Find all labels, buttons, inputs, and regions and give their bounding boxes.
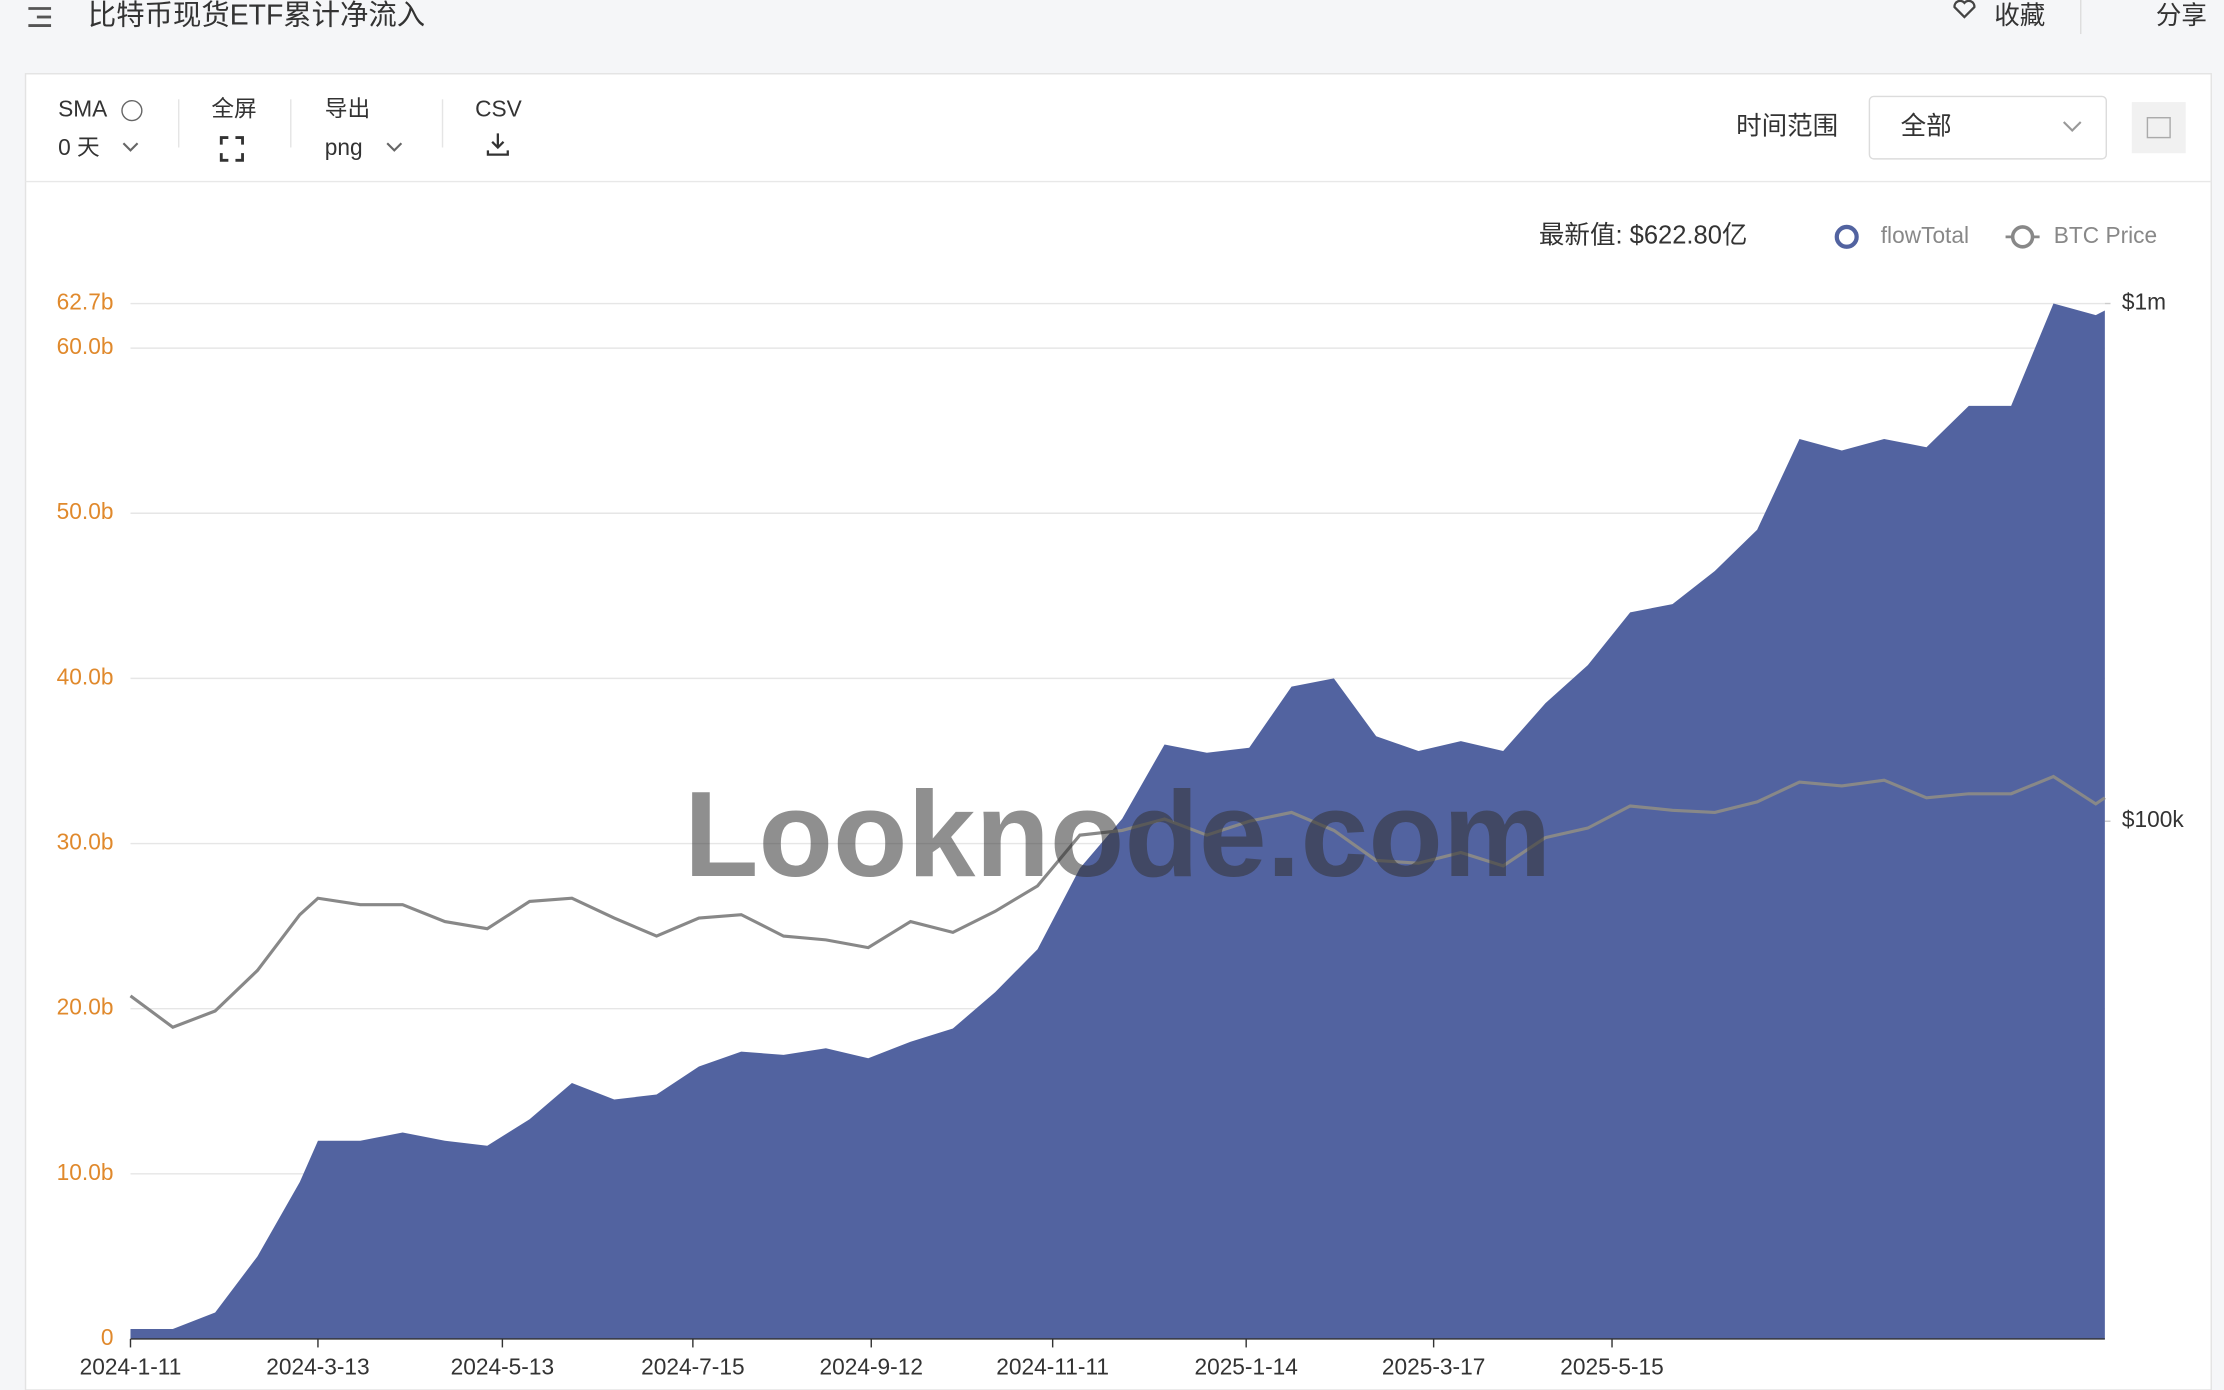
heart-icon[interactable] <box>1953 0 1976 19</box>
x-tick-label: 2024-5-13 <box>451 1354 554 1380</box>
info-icon[interactable] <box>121 99 143 122</box>
legend-marker <box>2010 225 2035 249</box>
legend-marker <box>1834 224 1859 249</box>
calendar-icon <box>2146 117 2171 139</box>
y-tick-label: 50.0b <box>57 498 114 524</box>
x-tick-label: 2024-9-12 <box>820 1354 923 1380</box>
fullscreen-label: 全屏 <box>211 96 256 122</box>
y-tick-label: 62.7b <box>57 289 114 315</box>
sma-select[interactable]: 0 天 <box>58 134 100 160</box>
favorite-button[interactable]: 收藏 <box>1994 2 2045 30</box>
x-tick-label: 2025-3-17 <box>1382 1354 1485 1380</box>
download-icon[interactable] <box>486 133 509 156</box>
chevron <box>386 142 403 152</box>
calendar-button[interactable] <box>2131 102 2186 154</box>
menu-icon[interactable] <box>28 7 52 27</box>
export-select[interactable]: png <box>325 134 363 160</box>
range-label: 时间范围 <box>1736 112 1838 140</box>
x-tick-label: 2025-1-14 <box>1194 1354 1297 1380</box>
y-tick-label: 20.0b <box>57 994 114 1020</box>
y-tick-label: 0 <box>101 1324 114 1350</box>
y-tick-label: 30.0b <box>57 829 114 855</box>
y-tick-label: 60.0b <box>57 333 114 359</box>
sma-label: SMA <box>58 96 108 122</box>
share-button[interactable]: 分享 <box>2156 2 2207 30</box>
x-tick-label: 2024-7-15 <box>641 1354 744 1380</box>
watermark: Looknode.com <box>684 766 1551 902</box>
y2-tick-label: $100k <box>2122 806 2184 832</box>
latest-value: 最新值: $622.80亿 <box>1539 222 1747 250</box>
range-select[interactable] <box>1868 95 2107 160</box>
x-tick-label: 2024-11-11 <box>996 1354 1109 1380</box>
chevron <box>122 142 139 152</box>
range-value: 全部 <box>1901 112 1952 140</box>
line <box>129 774 2106 1030</box>
y-tick-label: 40.0b <box>57 663 114 689</box>
y-tick-label: 10.0b <box>57 1159 114 1185</box>
x-tick-label: 2024-1-11 <box>80 1354 182 1380</box>
chevron <box>2062 121 2082 132</box>
fullscreen-icon[interactable] <box>219 136 244 162</box>
csv-label: CSV <box>475 96 523 122</box>
x-tick-label: 2024-3-13 <box>266 1354 369 1380</box>
export-label: 导出 <box>325 96 370 122</box>
legend-label: BTC Price <box>2054 222 2157 248</box>
legend-label: flowTotal <box>1881 222 1969 248</box>
area <box>130 303 2105 1339</box>
y2-tick-label: $1m <box>2122 289 2166 315</box>
x-tick-label: 2025-5-15 <box>1560 1354 1663 1380</box>
page-title: 比特币现货ETF累计净流入 <box>88 0 425 32</box>
